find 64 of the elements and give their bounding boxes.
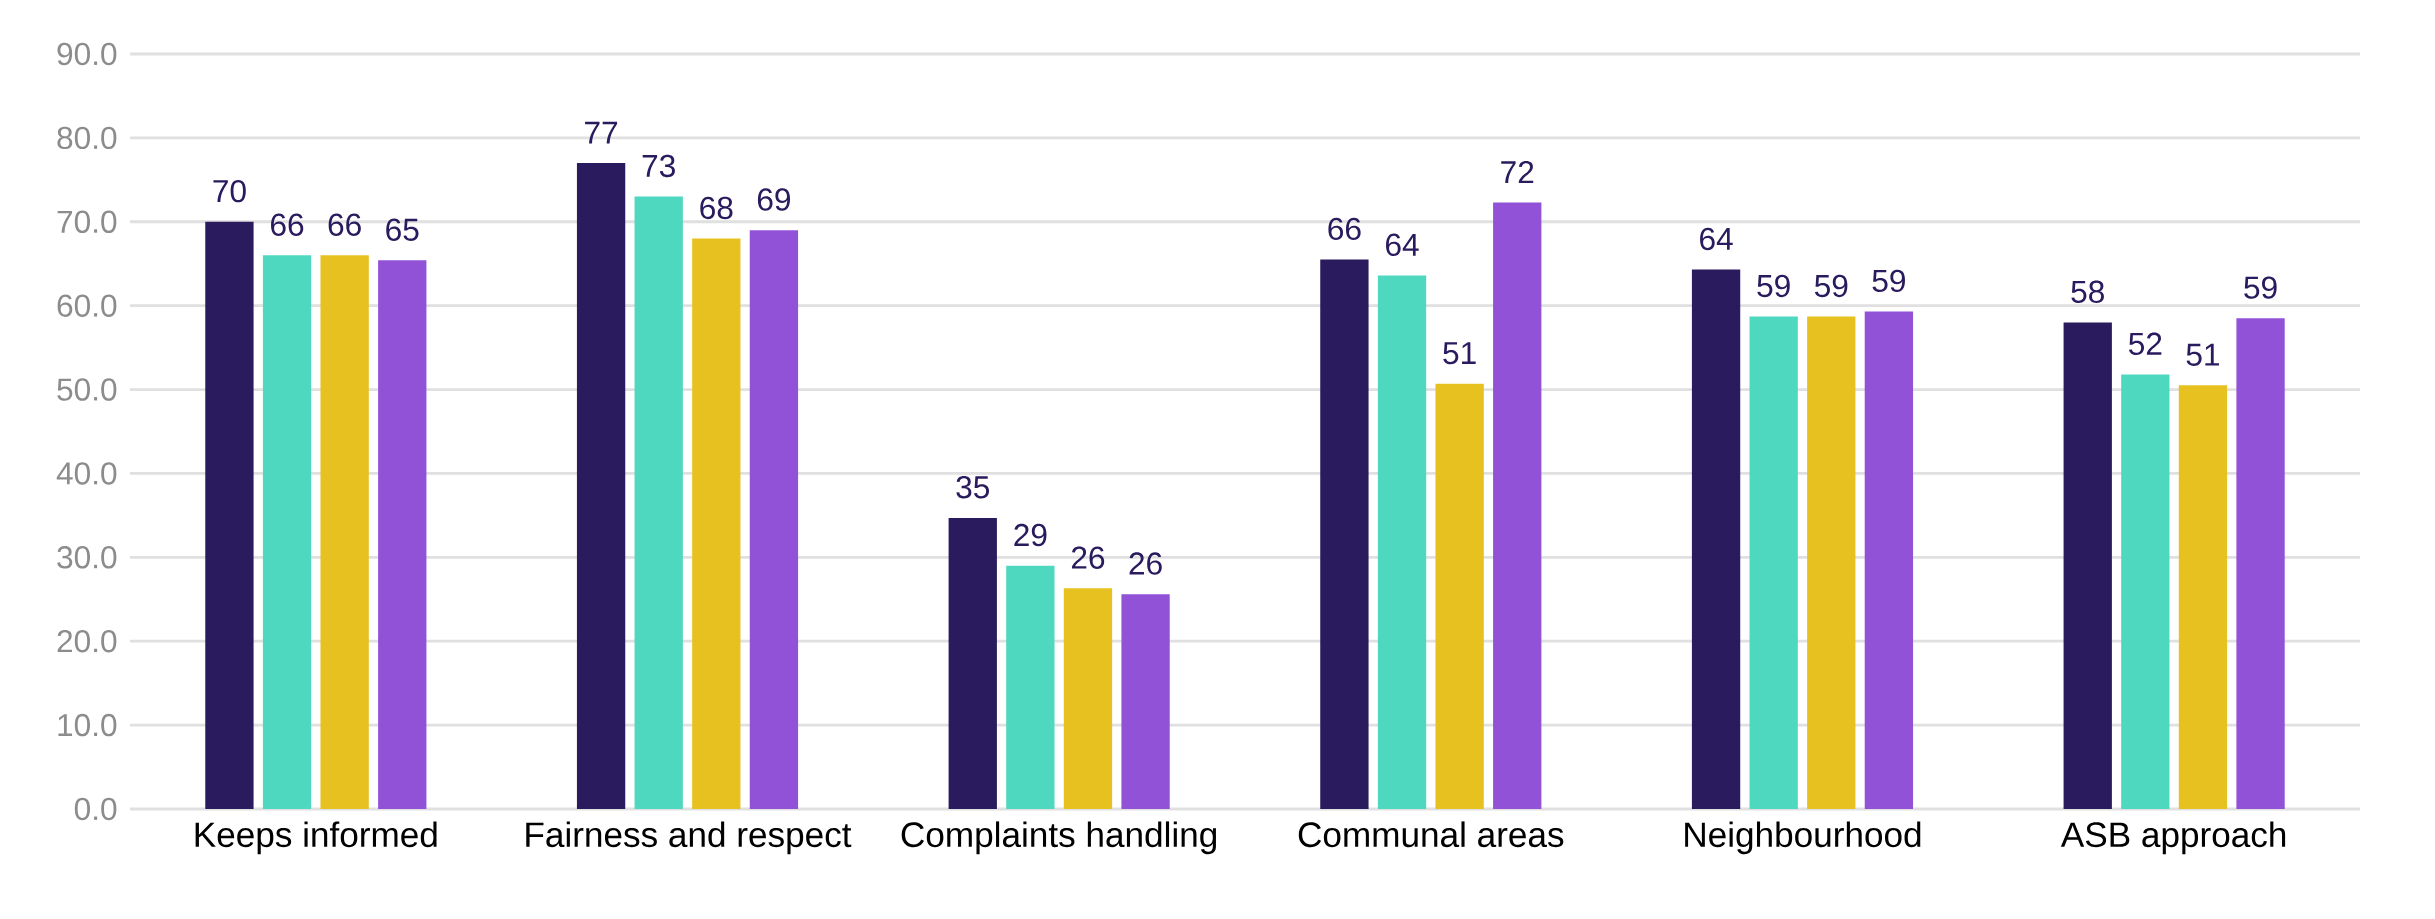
bar: [2178, 385, 2228, 809]
x-tick-label: Fairness and respect: [526, 821, 852, 855]
bar: [1435, 383, 1484, 809]
bar: [1320, 259, 1369, 809]
bar: [1749, 316, 1798, 809]
data-label: 66: [328, 213, 361, 236]
bar: [634, 196, 683, 809]
data-label: 59: [2244, 276, 2277, 299]
bar: [749, 230, 799, 809]
x-tick-label: Keeps informed: [195, 821, 437, 855]
data-label: 26: [1071, 546, 1105, 569]
data-label: 69: [757, 188, 790, 211]
data-label: 59: [1814, 274, 1848, 298]
bar: [2063, 322, 2112, 809]
data-label: 58: [2071, 280, 2104, 304]
data-label: 73: [642, 154, 675, 178]
y-tick-label: 60.0: [57, 294, 117, 317]
bar: [1493, 202, 1542, 809]
x-tick-label: Complaints handling: [901, 821, 1217, 855]
bar: [1121, 594, 1170, 809]
data-label: 64: [1386, 233, 1419, 257]
data-label: 26: [1129, 552, 1162, 575]
bar: [205, 221, 254, 809]
y-tick-label: 50.0: [57, 378, 117, 401]
y-tick-label: 30.0: [57, 546, 117, 569]
data-label: 66: [271, 213, 304, 236]
data-label: 66: [1328, 217, 1361, 241]
data-label: 72: [1501, 160, 1534, 184]
bar: [576, 163, 626, 809]
y-tick-label: 10.0: [58, 713, 117, 737]
y-tick-label: 20.0: [57, 630, 117, 653]
x-tick-label: ASB approach: [2060, 821, 2286, 855]
x-tick-label: Neighbourhood: [1685, 821, 1921, 855]
data-label: 59: [1757, 274, 1790, 298]
bar: [1691, 269, 1741, 809]
bar: [378, 260, 427, 809]
data-label: 59: [1872, 269, 1905, 293]
bar: [1006, 565, 1055, 809]
data-label: 64: [1700, 227, 1733, 251]
bar: [1063, 588, 1113, 809]
bar: [1864, 311, 1914, 809]
data-label: 77: [585, 121, 618, 144]
data-label: 70: [213, 179, 246, 203]
y-tick-label: 90.0: [57, 42, 117, 66]
data-label: 51: [2186, 343, 2219, 366]
bar: [1377, 275, 1427, 809]
data-label: 51: [1443, 342, 1476, 365]
bar: [692, 238, 741, 809]
y-tick-label: 80.0: [57, 126, 117, 150]
y-tick-label: 70.0: [57, 210, 117, 234]
x-tick-label: Communal areas: [1298, 821, 1564, 848]
data-label: 29: [1014, 523, 1047, 547]
data-label: 35: [956, 476, 990, 499]
bar: [262, 255, 312, 809]
bar: [2236, 318, 2285, 809]
data-label: 52: [2129, 332, 2162, 356]
data-label: 65: [386, 218, 419, 241]
y-tick-label: 40.0: [56, 462, 117, 485]
bar: [948, 517, 997, 809]
bar: [320, 255, 369, 809]
bar: [1807, 316, 1856, 809]
data-label: 68: [700, 196, 733, 220]
y-tick-label: 0.0: [74, 797, 117, 821]
bar: [2121, 374, 2170, 809]
